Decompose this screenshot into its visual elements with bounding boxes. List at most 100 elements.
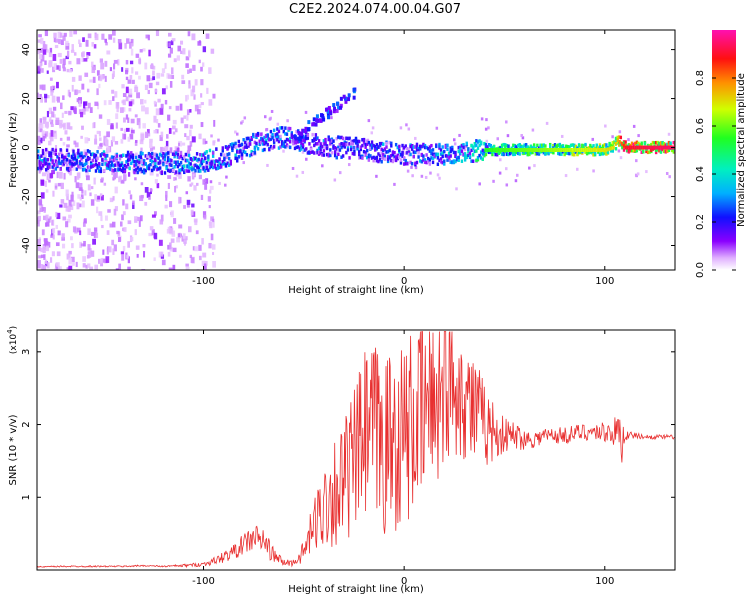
spectrogram-ridge-cell [118, 156, 122, 161]
spectrogram-ridge-cell [141, 169, 144, 174]
spectrogram-ridge-cell [569, 143, 573, 148]
spectrogram-ridge-cell [593, 152, 597, 157]
spectrogram-halo-cell [617, 149, 621, 153]
spectrogram-ridge-cell [266, 133, 269, 138]
spectrogram-ridge-cell [430, 149, 433, 153]
spectrogram-halo-cell [241, 119, 244, 123]
spectrogram-ridge-cell [101, 157, 104, 162]
spectrogram-noise-cell [155, 108, 160, 116]
spectrogram-ridge-cell [401, 154, 404, 158]
spectrogram-halo-cell [604, 124, 607, 128]
spectrogram-ridge-core [630, 145, 633, 150]
spectrogram-noise-cell [62, 216, 67, 221]
spectrogram-ridge-cell [460, 149, 464, 153]
spectrogram-halo-cell [592, 169, 595, 173]
spectrogram-noise-cell [106, 146, 110, 153]
spectrogram-noise-cell [81, 108, 86, 115]
spectrogram-ridge-cell [178, 170, 181, 175]
spectrogram-ridge-cell [150, 160, 154, 164]
spectrogram-noise-cell [53, 63, 58, 70]
spectrogram-noise-cell [65, 55, 69, 60]
spectrogram-noise-cell [182, 48, 186, 55]
spectrogram-halo-cell [134, 177, 137, 181]
spectrogram-ridge-cell [96, 163, 99, 168]
spectrogram-ridge-cell [654, 150, 658, 155]
spectrogram-noise-cell [70, 194, 74, 202]
spectrogram-ridge-cell [523, 151, 526, 155]
spectrogram-ridge-cell [171, 152, 175, 156]
spectrogram-halo-cell [225, 175, 228, 179]
spectrogram-ridge-cell [263, 140, 266, 144]
spectrogram-ridge-cell [163, 171, 167, 175]
spectrogram-noise-cell [42, 265, 47, 270]
spectrogram-ridge-cell [399, 158, 403, 162]
spectrogram-noise-cell [90, 199, 95, 206]
spectrogram-noise-cell [86, 52, 91, 56]
spectrogram-ridge-cell [43, 162, 46, 166]
spectrogram-ridge-cell [56, 155, 59, 159]
spectrogram-noise-cell [37, 92, 40, 99]
spectrogram-noise-cell [149, 64, 154, 69]
spectrogram-ridge-cell [142, 159, 146, 163]
spectrogram-noise-cell [56, 251, 61, 257]
spectrogram-branch-cell [329, 111, 333, 116]
spectrogram-noise-cell [99, 74, 104, 80]
spectrogram-ridge-core [504, 148, 507, 152]
spectrogram-ridge-cell [589, 143, 592, 148]
spectrogram-ridge-cell [547, 151, 550, 156]
spectrogram-ridge-cell [223, 156, 226, 160]
spectrogram-ridge-cell [574, 145, 578, 149]
spectrogram-halo-cell [141, 138, 144, 142]
spectrogram-ridge-cell [110, 160, 114, 165]
spectrogram-ridge-cell [213, 165, 216, 169]
spectrogram-ridge-cell [181, 166, 184, 171]
spectrogram-noise-cell [63, 202, 68, 208]
spectrogram-noise-cell [59, 58, 63, 64]
spectrogram-ridge-cell [513, 144, 517, 149]
spectrogram-ridge-cell [101, 162, 104, 167]
spectrogram-ridge-cell [229, 143, 233, 147]
spectrogram-ridge-cell [470, 159, 473, 163]
spectrogram-ridge-cell [666, 142, 669, 147]
spectrogram-noise-cell [37, 69, 41, 74]
spectrogram-noise-cell [186, 204, 190, 208]
spectrogram-noise-cell [40, 204, 44, 209]
spectrogram-ridge-cell [353, 139, 356, 143]
spectrogram-ridge-cell [489, 150, 493, 155]
spectrogram-noise-cell [51, 251, 55, 257]
spectrogram-noise-cell [167, 251, 171, 257]
spectrogram-ridge-core [488, 148, 491, 152]
spectrogram-ridge-cell [102, 152, 106, 157]
spectrogram-noise-cell [126, 254, 129, 259]
spectrogram-halo-cell [634, 173, 638, 177]
spectrogram-noise-cell [41, 229, 45, 236]
spectrogram-ridge-cell [316, 142, 319, 146]
spectrogram-noise-cell [136, 253, 139, 258]
spectrogram-ridge-cell [301, 143, 305, 147]
spectrogram-branch-cell [315, 114, 319, 119]
spectrogram-ridge-cell [131, 153, 135, 157]
spectrogram-noise-cell [178, 196, 181, 204]
spectrogram-ridge-cell [447, 155, 451, 160]
spectrogram-ridge-cell [391, 159, 395, 164]
spectrogram-ridge-cell [40, 159, 43, 163]
spectrogram-noise-cell [51, 220, 54, 226]
spectrogram-ridge-cell [227, 152, 231, 156]
spectrogram-ridge-core [602, 148, 605, 152]
spectrogram-ridge-cell [96, 156, 99, 161]
spectrogram-halo-cell [591, 137, 595, 141]
spectrogram-noise-cell [118, 176, 122, 183]
spectrogram-noise-cell [137, 216, 141, 222]
spectrogram-halo-cell [140, 182, 144, 186]
spectrogram-branch-cell [333, 106, 337, 111]
spectrogram-branch-cell [344, 99, 348, 104]
spectrogram-ridge-cell [609, 143, 613, 148]
spectrogram-noise-cell [69, 30, 73, 37]
spectrogram-ridge-cell [199, 152, 202, 157]
spectrogram-ridge-core [484, 148, 487, 152]
spectrogram-noise-cell [44, 222, 48, 227]
spectrogram-ridge-core [494, 148, 497, 152]
spectrogram-ridge-cell [422, 154, 425, 158]
spectrogram-ridge-cell [104, 154, 107, 158]
spectrogram-noise-cell [101, 33, 105, 40]
